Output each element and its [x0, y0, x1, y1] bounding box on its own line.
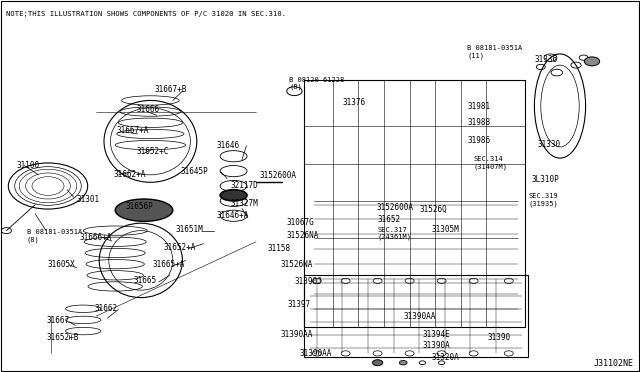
Text: 31662: 31662 — [95, 304, 118, 313]
Text: SEC.319
(31935): SEC.319 (31935) — [529, 193, 558, 207]
Text: 31666: 31666 — [136, 105, 159, 114]
Text: 31665: 31665 — [133, 276, 156, 285]
Text: 31667: 31667 — [46, 316, 69, 325]
Text: B 08120-61228
(8): B 08120-61228 (8) — [289, 77, 344, 90]
Text: 31646+A: 31646+A — [216, 211, 249, 219]
Text: B 08181-0351A
(11): B 08181-0351A (11) — [467, 45, 522, 59]
Text: 31390A: 31390A — [422, 341, 450, 350]
Text: 31666+A: 31666+A — [80, 233, 113, 242]
Text: 31652: 31652 — [378, 215, 401, 224]
Text: 31390AA: 31390AA — [403, 312, 436, 321]
Text: 31667+B: 31667+B — [155, 85, 188, 94]
Text: 31652+C: 31652+C — [136, 147, 169, 156]
Text: 31390AA: 31390AA — [280, 330, 313, 339]
Text: 3152600A: 3152600A — [259, 171, 296, 180]
Text: 31651M: 31651M — [176, 225, 204, 234]
Text: 31605X: 31605X — [48, 260, 76, 269]
Text: 31067G: 31067G — [286, 218, 314, 227]
Text: 31397: 31397 — [288, 300, 311, 309]
Text: 31988: 31988 — [467, 118, 490, 127]
Text: 31390: 31390 — [488, 333, 511, 342]
Text: SEC.314
(31407M): SEC.314 (31407M) — [474, 156, 508, 170]
Text: 31526Q: 31526Q — [419, 205, 447, 214]
Text: 31390J: 31390J — [294, 278, 322, 286]
Text: 31667+A: 31667+A — [116, 126, 149, 135]
Text: 31656P: 31656P — [125, 202, 153, 211]
Circle shape — [399, 360, 407, 365]
Text: 31390AA: 31390AA — [300, 349, 332, 358]
Text: J31102NE: J31102NE — [594, 359, 634, 368]
Text: 31981: 31981 — [467, 102, 490, 110]
Circle shape — [372, 360, 383, 366]
Text: B 08181-0351A
(8): B 08181-0351A (8) — [27, 230, 82, 243]
Text: 3L310P: 3L310P — [531, 175, 559, 184]
Text: SEC.317
(24361M): SEC.317 (24361M) — [378, 227, 412, 240]
Text: NOTE;THIS ILLUSTRATION SHOWS COMPONENTS OF P/C 31020 IN SEC.310.: NOTE;THIS ILLUSTRATION SHOWS COMPONENTS … — [6, 11, 287, 17]
Circle shape — [584, 57, 600, 66]
Text: 31662+A: 31662+A — [114, 170, 147, 179]
Text: 31376: 31376 — [342, 98, 365, 107]
Text: 31526NA: 31526NA — [280, 260, 313, 269]
Text: 31646: 31646 — [216, 141, 239, 150]
Text: 31320A: 31320A — [432, 353, 460, 362]
Bar — [304, 275, 528, 357]
Text: 31665+A: 31665+A — [152, 260, 185, 269]
Text: 31301: 31301 — [77, 195, 100, 203]
Text: 31986: 31986 — [467, 136, 490, 145]
Text: 3152600A: 3152600A — [376, 203, 413, 212]
Ellipse shape — [115, 199, 173, 221]
Text: 31305M: 31305M — [432, 225, 460, 234]
Text: 31330: 31330 — [538, 140, 561, 149]
Text: 31652+A: 31652+A — [163, 243, 196, 252]
Ellipse shape — [220, 190, 247, 201]
Text: 31526NA: 31526NA — [286, 231, 319, 240]
Text: 31327M: 31327M — [230, 199, 258, 208]
Text: 31100: 31100 — [17, 161, 40, 170]
Text: 31645P: 31645P — [180, 167, 208, 176]
Text: 31158: 31158 — [268, 244, 291, 253]
Text: 31652+B: 31652+B — [46, 333, 79, 342]
Text: 32117D: 32117D — [230, 181, 258, 190]
Text: 31336: 31336 — [534, 55, 557, 64]
Text: 31394E: 31394E — [422, 330, 450, 339]
